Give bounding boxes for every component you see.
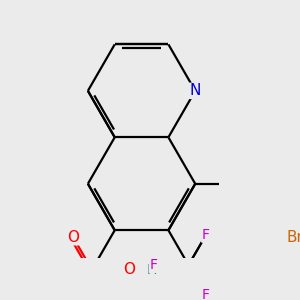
Text: F: F (202, 228, 210, 242)
Text: O: O (124, 262, 136, 277)
Text: Br: Br (286, 230, 300, 245)
Text: N: N (190, 83, 201, 98)
Text: F: F (150, 258, 158, 272)
Text: F: F (202, 288, 210, 300)
Text: O: O (67, 230, 79, 245)
Text: F: F (202, 228, 210, 242)
Text: H: H (147, 263, 157, 277)
Text: F: F (150, 258, 158, 272)
